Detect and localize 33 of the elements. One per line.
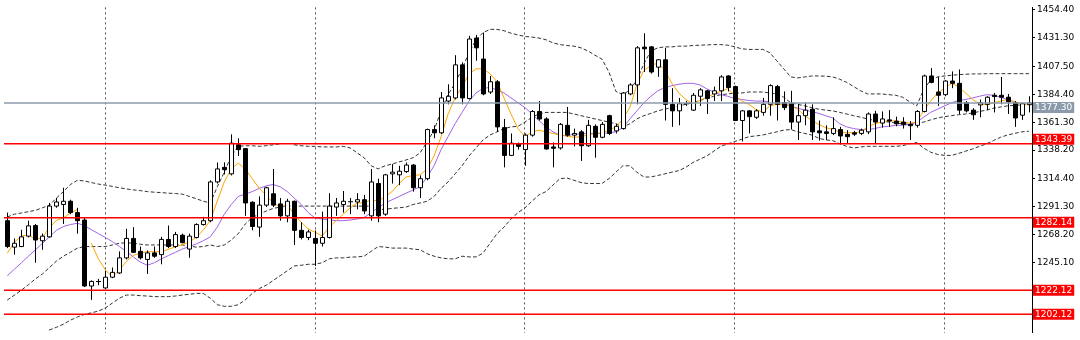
candlestick <box>264 186 269 208</box>
candlestick <box>145 249 150 275</box>
candlestick <box>789 90 794 131</box>
candlestick <box>740 109 745 143</box>
y-tick-label: 1245.10 <box>1037 256 1075 267</box>
y-tick-label: 1361.30 <box>1037 116 1075 127</box>
candlestick <box>271 168 276 208</box>
candlestick <box>796 103 801 141</box>
y-tick-label: 1338.20 <box>1037 144 1075 155</box>
line-series <box>48 129 1029 331</box>
candlestick <box>733 85 738 122</box>
y-tick-label: 1431.30 <box>1037 32 1075 43</box>
ref-line-label: 1377.30 <box>1035 101 1073 112</box>
y-tick-label: 1407.50 <box>1037 60 1075 71</box>
candlestick <box>663 47 668 122</box>
ref-line-label: 1282.14 <box>1035 216 1073 227</box>
ref-line-label: 1343.39 <box>1035 133 1073 144</box>
y-tick-label: 1314.40 <box>1037 173 1075 184</box>
candlestick <box>607 114 612 136</box>
y-tick-label: 1291.30 <box>1037 201 1075 212</box>
candlestick <box>320 211 325 248</box>
candlestick <box>347 197 354 215</box>
y-tick-label: 1268.20 <box>1037 228 1075 239</box>
candlestick <box>922 74 927 113</box>
y-tick-label: 1384.40 <box>1037 88 1075 99</box>
y-tick-label: 1454.40 <box>1037 4 1075 15</box>
ref-line-label: 1222.12 <box>1035 284 1073 295</box>
candlestick <box>768 83 773 117</box>
ref-line-label: 1202.12 <box>1035 308 1073 319</box>
candlestick <box>383 173 388 217</box>
candlestick <box>775 84 780 122</box>
candlestick <box>502 118 507 168</box>
candlestick <box>551 141 556 168</box>
